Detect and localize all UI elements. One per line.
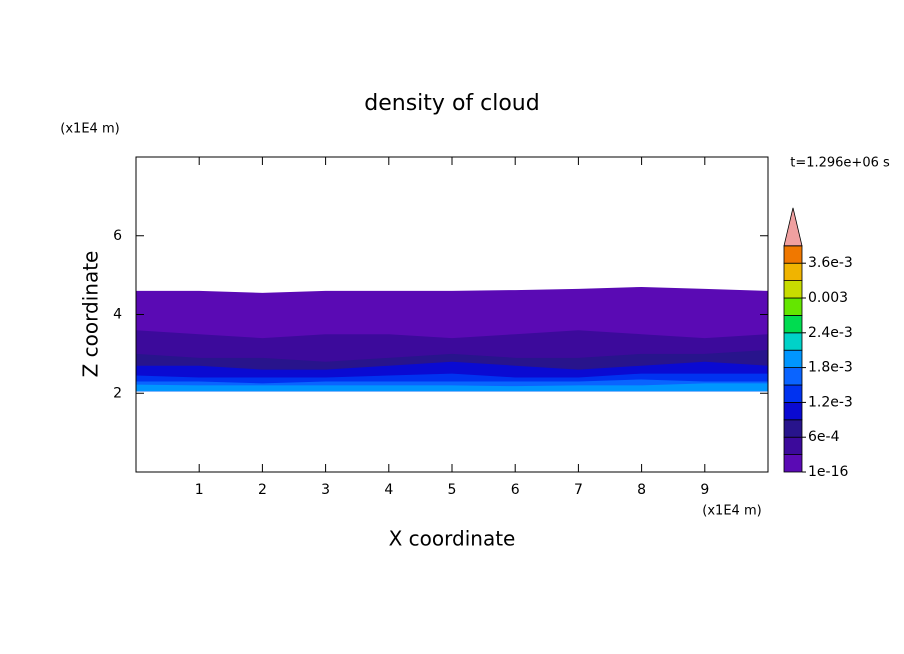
x-tick-label: 7	[574, 482, 583, 498]
y-unit: (x1E4 m)	[60, 122, 119, 137]
colorbar-tick-label: 3.6e-3	[808, 255, 853, 271]
colorbar-box	[783, 401, 803, 421]
x-axis-label: X coordinate	[389, 527, 516, 551]
y-tick-label: 6	[113, 228, 122, 244]
colorbar-box	[783, 454, 803, 473]
colorbar-box	[783, 314, 803, 334]
colorbar-box	[783, 367, 803, 386]
colorbar-tick-label: 1e-16	[808, 464, 848, 480]
x-tick-label: 5	[448, 482, 457, 498]
y-tick-label: 2	[113, 385, 122, 401]
colorbar-box	[783, 419, 803, 438]
colorbar-tick-label: 1.8e-3	[808, 360, 853, 376]
time-label: t=1.296e+06 s	[790, 156, 890, 171]
x-tick-label: 4	[384, 482, 393, 498]
colorbar-box	[783, 332, 803, 351]
colorbar-box	[783, 349, 803, 369]
colorbar-box	[783, 280, 803, 299]
colorbar-box	[783, 262, 803, 282]
x-tick-label: 3	[321, 482, 330, 498]
colorbar-tick-label: 2.4e-3	[808, 325, 853, 341]
colorbar-extend	[783, 207, 803, 247]
chart-title: density of cloud	[364, 91, 539, 116]
y-axis-label: Z coordinate	[79, 251, 103, 378]
colorbar-tick-label: 1.2e-3	[808, 394, 853, 410]
x-tick-label: 6	[511, 482, 520, 498]
colorbar-box	[783, 297, 803, 316]
colorbar-box	[783, 245, 803, 264]
colorbar-tick-label: 0.003	[808, 290, 848, 306]
y-tick-label: 4	[113, 307, 122, 323]
colorbar-box	[783, 436, 803, 456]
x-tick-label: 1	[195, 482, 204, 498]
x-tick-label: 8	[637, 482, 646, 498]
colorbar-box	[783, 384, 803, 403]
x-tick-label: 9	[700, 482, 709, 498]
x-unit: (x1E4 m)	[702, 504, 761, 519]
x-tick-label: 2	[258, 482, 267, 498]
contour-band	[136, 383, 768, 392]
colorbar-tick-label: 6e-4	[808, 429, 840, 445]
